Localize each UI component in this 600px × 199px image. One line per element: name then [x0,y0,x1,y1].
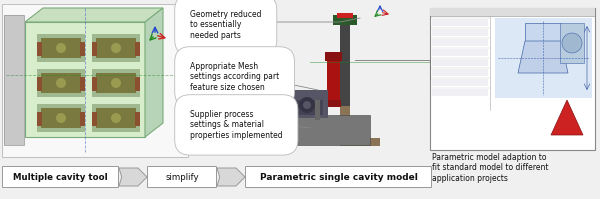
Bar [340,138,380,146]
Bar [92,104,140,132]
Bar [337,13,353,18]
Bar [340,18,350,106]
Bar [41,108,81,128]
FancyBboxPatch shape [430,8,595,150]
Bar [432,19,488,26]
Polygon shape [290,115,370,145]
Bar [135,77,140,91]
Bar [4,15,24,145]
Circle shape [111,43,121,53]
Text: simplify: simplify [165,173,199,181]
Bar [96,73,136,93]
Bar [41,73,81,93]
Bar [326,100,341,107]
Bar [340,106,350,141]
Bar [41,38,81,58]
Bar [432,79,488,86]
Bar [92,112,97,126]
Polygon shape [551,100,583,135]
Bar [37,112,42,126]
Polygon shape [217,168,245,186]
Bar [92,69,140,97]
Circle shape [111,113,121,123]
Bar [432,69,488,76]
Text: Geometry reduced
to essentially
needed parts: Geometry reduced to essentially needed p… [190,10,262,40]
Circle shape [56,43,66,53]
Bar [432,29,488,36]
Bar [495,18,592,98]
Bar [327,55,340,107]
Bar [315,100,320,120]
Bar [430,8,595,16]
Bar [325,52,342,61]
FancyBboxPatch shape [2,167,119,187]
Bar [80,112,85,126]
Circle shape [56,78,66,88]
Bar [432,49,488,56]
Bar [37,77,42,91]
Bar [37,69,85,97]
Bar [333,15,357,25]
Bar [37,34,85,62]
Bar [92,34,140,62]
Circle shape [562,33,582,53]
Bar [432,59,488,66]
FancyBboxPatch shape [245,167,431,187]
Bar [135,112,140,126]
Bar [295,100,323,115]
Polygon shape [145,8,163,137]
Circle shape [56,113,66,123]
Bar [92,77,97,91]
FancyBboxPatch shape [2,5,188,157]
Circle shape [299,97,315,113]
FancyBboxPatch shape [4,15,24,145]
Text: Parametric model adaption to
fit standard model to different
application project: Parametric model adaption to fit standar… [432,153,548,183]
Text: Supplier process
settings & material
properties implemented: Supplier process settings & material pro… [190,110,283,140]
FancyBboxPatch shape [148,167,217,187]
FancyBboxPatch shape [25,22,145,137]
Text: Appropriate Mesh
settings according part
feature size chosen: Appropriate Mesh settings according part… [190,62,279,92]
Polygon shape [119,168,147,186]
Bar [560,23,584,63]
Bar [80,42,85,56]
Text: Parametric single cavity model: Parametric single cavity model [260,173,418,181]
Bar [37,104,85,132]
Bar [37,42,42,56]
Bar [290,90,328,118]
Polygon shape [518,41,568,73]
Polygon shape [25,8,163,22]
Circle shape [111,78,121,88]
Bar [92,42,97,56]
Text: Multiple cavity tool: Multiple cavity tool [13,173,108,181]
Bar [525,23,561,41]
Bar [135,42,140,56]
Bar [432,89,488,96]
Bar [96,108,136,128]
Bar [432,39,488,46]
Circle shape [303,101,311,109]
Bar [80,77,85,91]
Bar [96,38,136,58]
